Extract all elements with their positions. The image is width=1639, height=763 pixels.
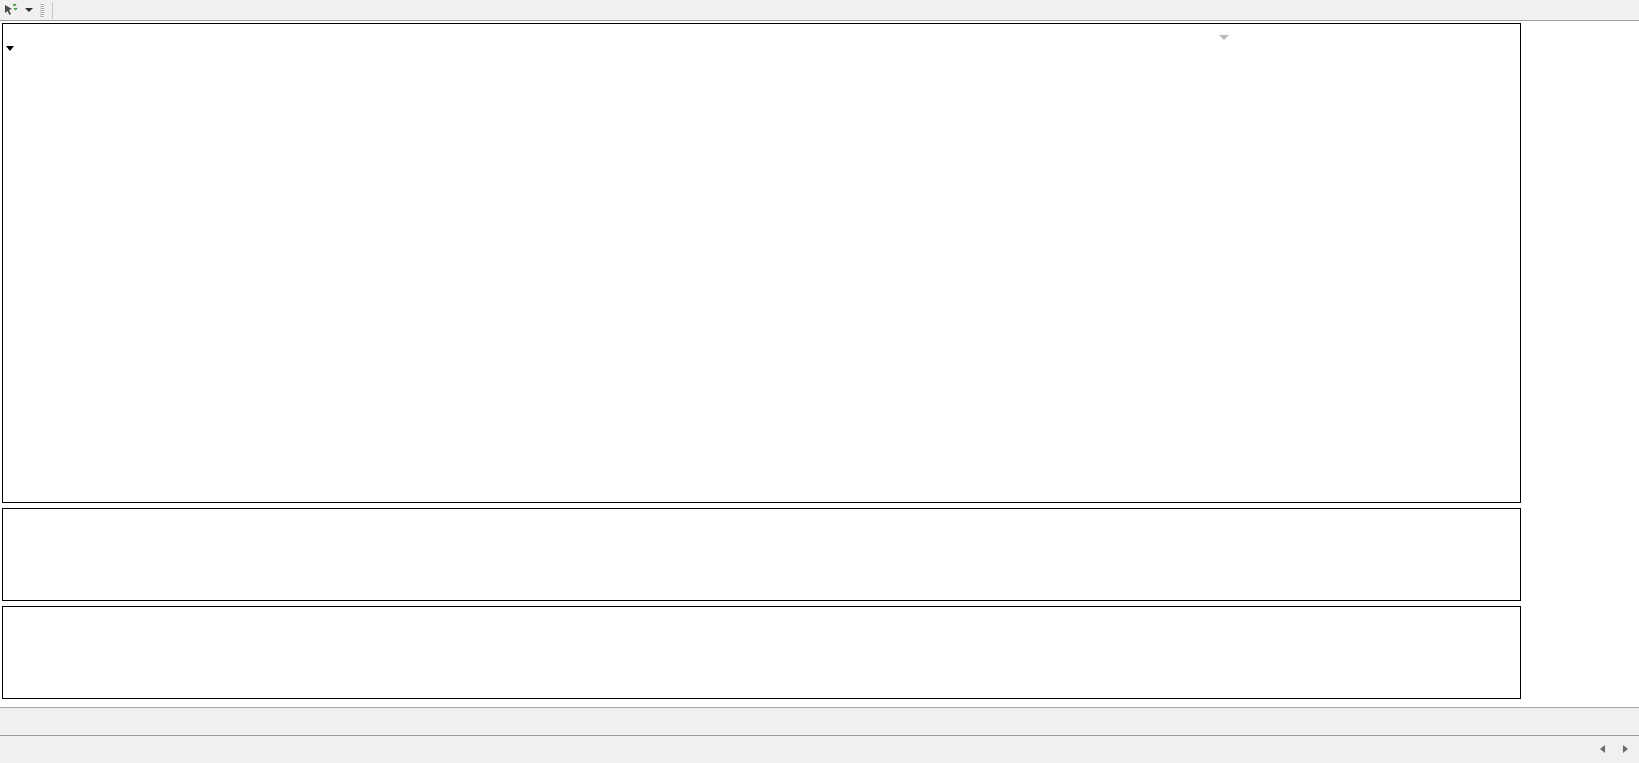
triangle-left-icon[interactable] bbox=[1598, 743, 1609, 755]
triangle-right-icon[interactable] bbox=[1620, 743, 1631, 755]
chart-symbol-header bbox=[6, 46, 19, 51]
tabbar-divider bbox=[0, 735, 1639, 736]
crosshair-cursor-icon[interactable] bbox=[0, 1, 22, 20]
candlestick-canvas[interactable] bbox=[3, 24, 1520, 502]
top-toolbar bbox=[0, 0, 1639, 21]
price-pane[interactable] bbox=[2, 23, 1521, 503]
triangle-down-icon[interactable] bbox=[6, 46, 14, 51]
rsi-canvas bbox=[3, 509, 1520, 600]
status-bar bbox=[0, 736, 1639, 763]
rsi-pane[interactable] bbox=[2, 508, 1521, 601]
toolbar-grip-icon[interactable] bbox=[40, 2, 44, 18]
macd-pane[interactable] bbox=[2, 606, 1521, 699]
scroll-marker-icon[interactable] bbox=[1219, 35, 1229, 40]
toolbar-divider bbox=[52, 1, 53, 19]
chart-tabbar bbox=[0, 707, 1639, 763]
chart-area bbox=[0, 21, 1639, 707]
cursor-dropdown-icon[interactable] bbox=[22, 1, 36, 20]
price-axis[interactable] bbox=[1521, 21, 1639, 707]
macd-canvas bbox=[3, 607, 1520, 698]
